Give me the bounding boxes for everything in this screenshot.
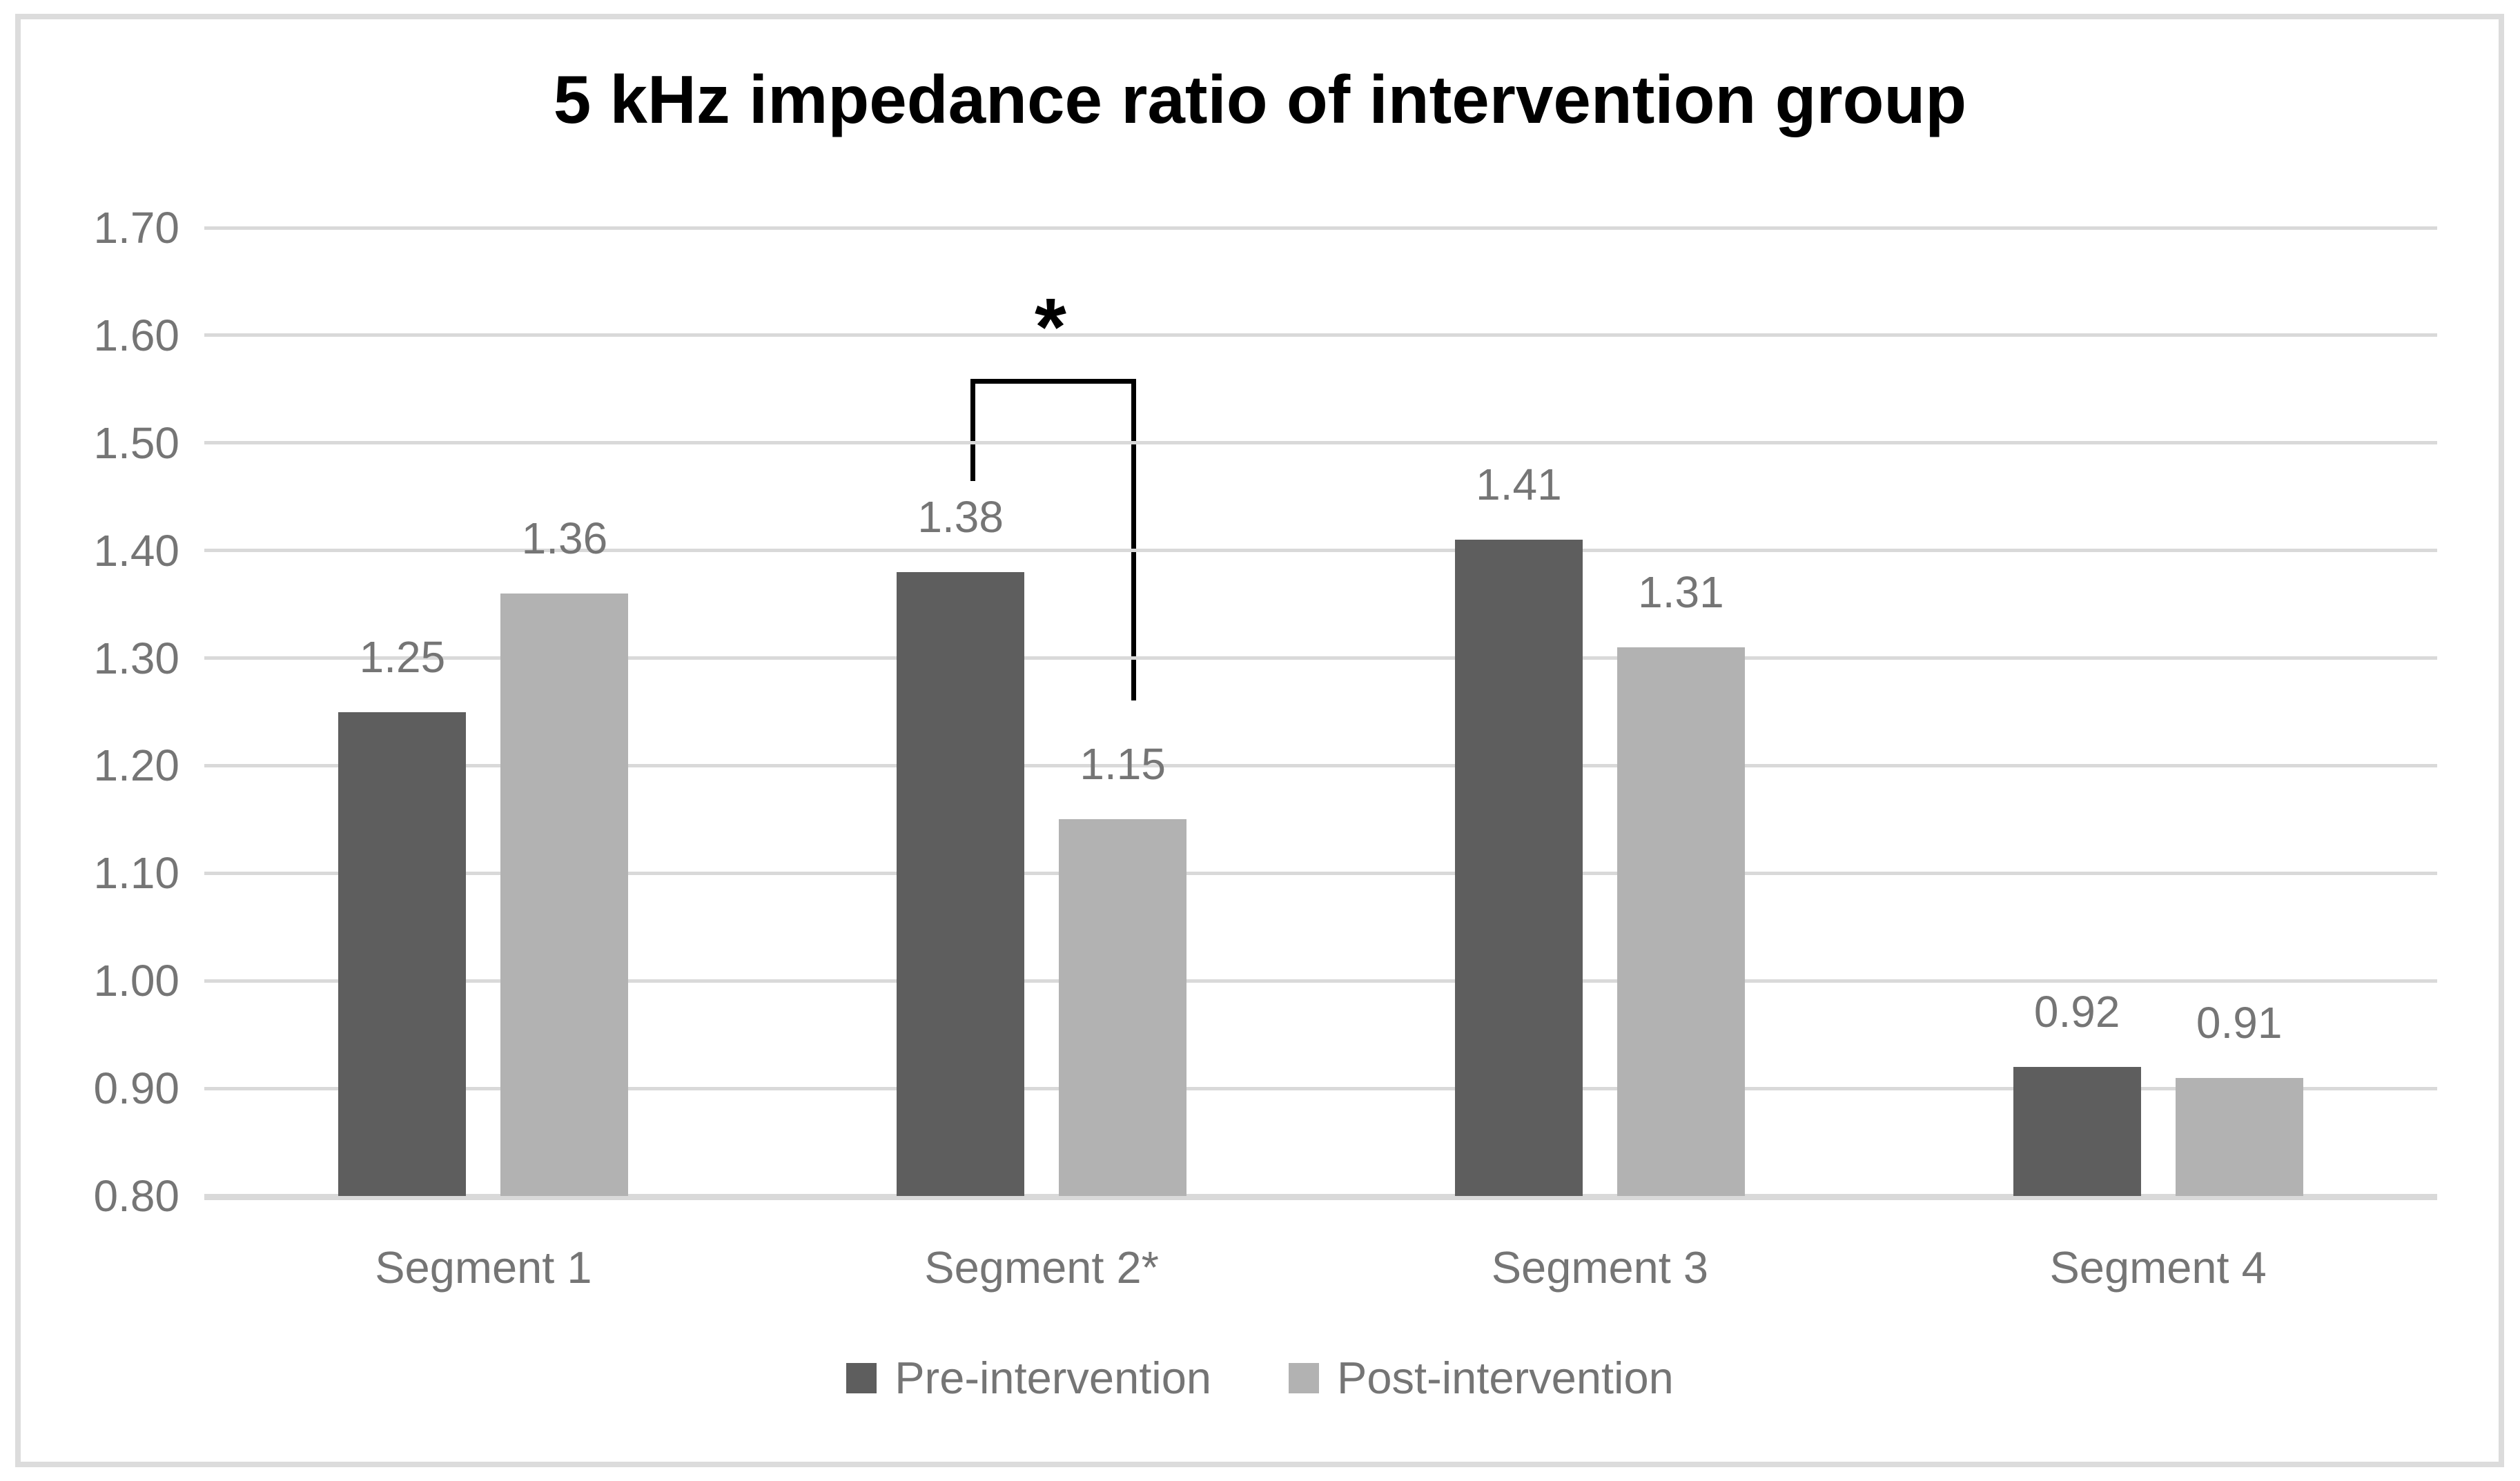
data-label-pre-intervention-4: 0.92: [2033, 986, 2120, 1037]
legend: Pre-intervention Post-intervention: [0, 1355, 2520, 1400]
significance-bracket-left-arm: [970, 379, 975, 481]
legend-label: Post-intervention: [1337, 1353, 1674, 1403]
plot-area: * 1.70 1.60 1.50 1.40 1.30 1.20 1.10 1.00 0.90 0.…: [93, 206, 2437, 1292]
gridline-0.90: [204, 1086, 2437, 1090]
gridline-1.20: [204, 763, 2437, 767]
bar-pre-intervention-4: [2013, 1066, 2141, 1196]
legend-item-pre-intervention: Pre-intervention: [846, 1355, 1211, 1400]
y-axis-tick-label: 1.60: [93, 310, 179, 360]
y-axis-tick-label: 1.00: [93, 956, 179, 1006]
bar-pre-intervention-3: [1454, 540, 1583, 1196]
data-label-post-intervention-2: 1.15: [1080, 739, 1166, 789]
x-axis-category-label-1: Segment 1: [375, 1242, 592, 1293]
data-label-pre-intervention-1: 1.25: [359, 631, 446, 682]
bar-post-intervention-3: [1616, 647, 1745, 1196]
y-axis-tick-label: 1.10: [93, 848, 179, 899]
legend-item-post-intervention: Post-intervention: [1289, 1355, 1674, 1400]
bar-post-intervention-2: [1059, 819, 1187, 1196]
bar-post-intervention-4: [2175, 1077, 2303, 1196]
y-axis-tick-label: 1.30: [93, 633, 179, 683]
x-axis-baseline: [204, 1194, 2437, 1200]
x-axis-category-label-2: Segment 2*: [924, 1242, 1159, 1293]
legend-swatch-icon: [1289, 1362, 1320, 1393]
significance-asterisk: *: [1035, 282, 1066, 373]
x-axis-category-label-3: Segment 3: [1491, 1242, 1709, 1293]
significance-bracket-top: [970, 379, 1136, 384]
gridline-1.40: [204, 549, 2437, 553]
y-axis-tick-label: 0.80: [93, 1171, 179, 1221]
data-label-pre-intervention-3: 1.41: [1476, 460, 1562, 510]
y-axis-tick-label: 1.70: [93, 203, 179, 253]
y-axis-tick-label: 1.50: [93, 418, 179, 468]
chart-title: 5 kHz impedance ratio of intervention gr…: [553, 61, 1967, 137]
bar-pre-intervention-2: [897, 571, 1025, 1196]
figure-border: [15, 14, 2504, 1467]
y-axis-tick-label: 1.20: [93, 740, 179, 791]
x-axis-category-label-4: Segment 4: [2049, 1242, 2267, 1293]
data-label-pre-intervention-2: 1.38: [917, 491, 1004, 542]
gridline-1.70: [204, 226, 2437, 230]
data-label-post-intervention-1: 1.36: [521, 513, 608, 564]
gridline-1.00: [204, 979, 2437, 983]
gridline-1.50: [204, 441, 2437, 445]
legend-label: Pre-intervention: [895, 1353, 1212, 1403]
gridline-1.30: [204, 656, 2437, 660]
legend-swatch-icon: [846, 1362, 877, 1393]
gridline-1.60: [204, 333, 2437, 337]
y-axis-tick-label: 1.40: [93, 525, 179, 576]
significance-bracket-right-arm: [1131, 379, 1136, 700]
data-label-post-intervention-3: 1.31: [1638, 567, 1724, 617]
y-axis-tick-label: 0.90: [93, 1063, 179, 1114]
bar-pre-intervention-1: [338, 712, 467, 1196]
bar-post-intervention-1: [500, 594, 629, 1196]
data-label-post-intervention-4: 0.91: [2196, 997, 2283, 1048]
gridline-1.10: [204, 871, 2437, 875]
